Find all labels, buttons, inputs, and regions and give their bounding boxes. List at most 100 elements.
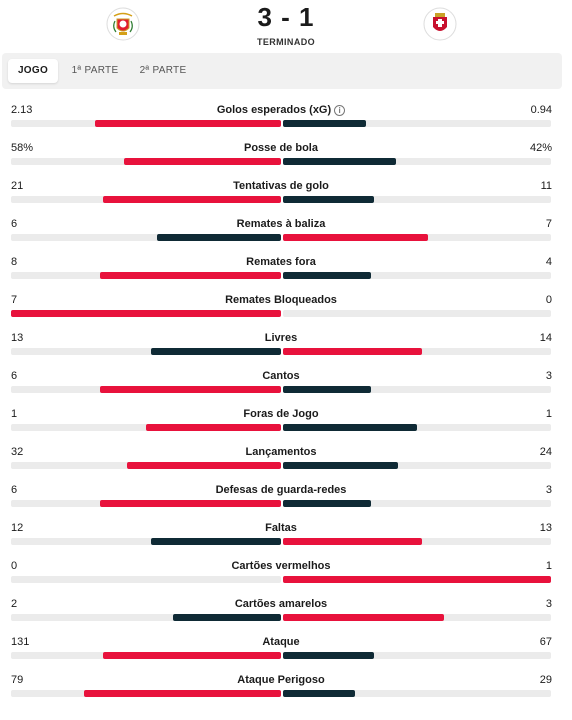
stat-name: Cantos [0,370,562,382]
stat-away-value: 7 [545,218,552,230]
stat-home-value: 21 [11,180,24,192]
stat-row: 21 Tentativas de golo 11 [0,176,572,214]
away-bar-fill [283,614,444,621]
home-bar-fill [100,272,281,279]
stat-name: Remates fora [0,256,562,268]
away-bar-track [283,424,551,431]
away-bar-track [283,234,551,241]
match-header: 3 - 1 TERMINADO [0,0,572,50]
stat-home-value: 58% [11,142,34,154]
stat-home-value: 2.13 [11,104,33,116]
away-bar-track [283,310,551,317]
home-bar-track [11,462,281,469]
away-bar-fill [283,386,371,393]
stat-name-text: Foras de Jogo [243,408,319,420]
stat-name: Remates Bloqueados [0,294,562,306]
stat-home-value: 7 [11,294,18,306]
away-bar-track [283,576,551,583]
stat-name: Livres [0,332,562,344]
stat-name-text: Tentativas de golo [233,180,329,192]
home-bar-track [11,386,281,393]
home-bar-fill [151,348,281,355]
home-bar-fill [124,158,281,165]
stat-away-value: 1 [545,560,552,572]
home-bar-fill [151,538,281,545]
stat-row: 13 Livres 14 [0,328,572,366]
stat-row: 58% Posse de bola 42% [0,138,572,176]
info-icon[interactable]: i [334,105,346,116]
stat-home-value: 79 [11,674,24,686]
stat-name-text: Ataque Perigoso [237,674,325,686]
home-bar-fill [100,500,281,507]
stat-name-text: Cartões vermelhos [231,560,331,572]
stat-home-value: 12 [11,522,24,534]
away-bar-track [283,120,551,127]
home-bar-track [11,234,281,241]
home-bar-track [11,652,281,659]
stat-name: Cartões vermelhos [0,560,562,572]
stat-name: Tentativas de golo [0,180,562,192]
stat-away-value: 42% [529,142,552,154]
stat-row: 32 Lançamentos 24 [0,442,572,480]
home-bar-fill [95,120,281,127]
home-bar-track [11,310,281,317]
away-bar-fill [283,234,428,241]
away-bar-fill [283,500,371,507]
period-tabs: JOGO 1ª PARTE 2ª PARTE [2,53,562,89]
stat-name-text: Lançamentos [245,446,317,458]
benfica-crest-icon[interactable] [106,7,140,41]
home-bar-fill [103,196,281,203]
stat-home-value: 8 [11,256,18,268]
home-bar-track [11,576,281,583]
away-bar-fill [283,272,371,279]
tab-2a-parte[interactable]: 2ª PARTE [139,65,187,76]
stat-row: 7 Remates Bloqueados 0 [0,290,572,328]
home-bar-fill [173,614,281,621]
stat-row: 1 Foras de Jogo 1 [0,404,572,442]
away-bar-track [283,652,551,659]
stat-home-value: 2 [11,598,18,610]
away-bar-fill [283,158,396,165]
stat-row: 12 Faltas 13 [0,518,572,556]
away-bar-track [283,348,551,355]
home-bar-track [11,120,281,127]
stat-row: 8 Remates fora 4 [0,252,572,290]
home-bar-fill [157,234,281,241]
home-bar-track [11,614,281,621]
stat-away-value: 0 [545,294,552,306]
stat-away-value: 29 [539,674,552,686]
away-bar-track [283,272,551,279]
stat-name-text: Ataque [262,636,300,648]
home-bar-track [11,424,281,431]
stat-away-value: 3 [545,370,552,382]
away-bar-fill [283,424,417,431]
away-bar-track [283,386,551,393]
stat-name-text: Remates fora [246,256,316,268]
match-score: 3 - 1 [257,2,315,32]
home-bar-fill [84,690,281,697]
home-bar-track [11,272,281,279]
stat-away-value: 24 [539,446,552,458]
away-bar-fill [283,652,374,659]
away-bar-track [283,500,551,507]
away-bar-fill [283,538,422,545]
stat-home-value: 6 [11,370,18,382]
home-bar-track [11,500,281,507]
stat-home-value: 0 [11,560,18,572]
away-bar-track [283,690,551,697]
stat-home-value: 6 [11,484,18,496]
tab-1a-parte[interactable]: 1ª PARTE [71,65,119,76]
stat-away-value: 3 [545,598,552,610]
home-bar-fill [146,424,281,431]
stat-away-value: 67 [539,636,552,648]
stat-name-text: Remates à baliza [236,218,326,230]
stat-name: Ataque Perigoso [0,674,562,686]
home-bar-track [11,196,281,203]
tab-jogo[interactable]: JOGO [8,59,58,83]
stat-away-value: 13 [539,522,552,534]
away-bar-track [283,538,551,545]
away-bar-fill [283,576,551,583]
away-bar-fill [283,348,422,355]
stat-home-value: 13 [11,332,24,344]
braga-crest-icon[interactable] [423,7,457,41]
